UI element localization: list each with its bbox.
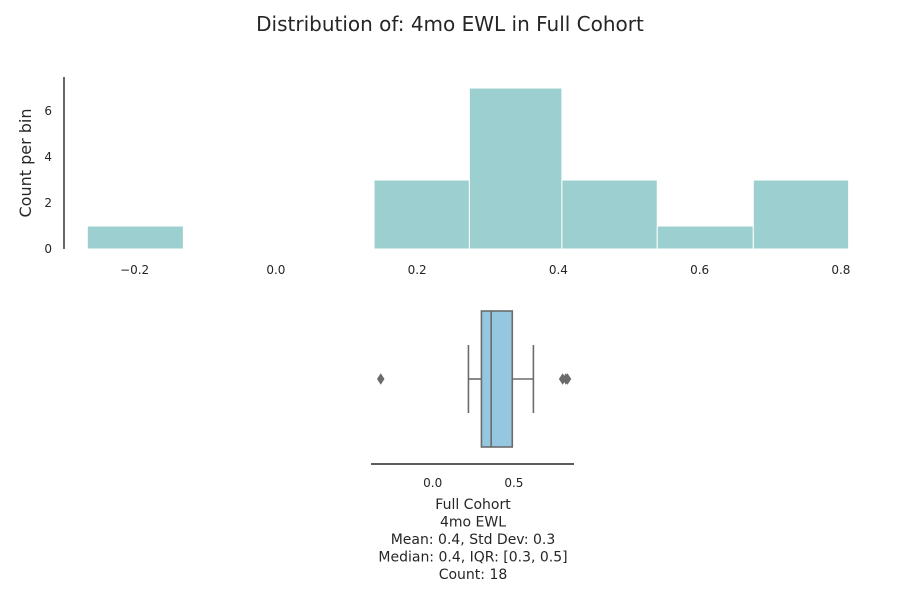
histogram-bar-7 bbox=[752, 179, 850, 250]
histogram-bar-0 bbox=[86, 225, 184, 250]
hist-x-tick-label: 0.2 bbox=[408, 263, 427, 277]
hist-y-tick-label: 4 bbox=[44, 150, 52, 164]
box-x-tick-label: 0.0 bbox=[423, 476, 442, 490]
hist-y-axis-label: Count per bin bbox=[16, 108, 35, 217]
hist-y-tick-label: 6 bbox=[44, 104, 52, 118]
histogram-bar-3 bbox=[373, 179, 470, 250]
histogram: 0 2 4 6 −0.2 0.0 0.2 0.4 0.6 0.8 Count per bin bbox=[16, 77, 850, 277]
box-outlier-marker bbox=[563, 373, 572, 385]
histogram-bar-6 bbox=[656, 225, 754, 250]
box-caption-line: Full Cohort bbox=[435, 497, 511, 513]
box-x-tick-label: 0.5 bbox=[504, 476, 523, 490]
histogram-bar-4 bbox=[468, 87, 563, 250]
histogram-bar-5 bbox=[561, 179, 658, 250]
box-outlier-marker bbox=[376, 373, 385, 385]
hist-x-tick-label: −0.2 bbox=[120, 263, 149, 277]
hist-x-tick-label: 0.8 bbox=[831, 263, 850, 277]
hist-y-tick-label: 0 bbox=[44, 242, 52, 256]
hist-x-tick-label: 0.0 bbox=[266, 263, 285, 277]
box-iqr bbox=[480, 310, 514, 448]
box-caption-line: Count: 18 bbox=[439, 567, 508, 583]
box-caption-line: Median: 0.4, IQR: [0.3, 0.5] bbox=[378, 550, 567, 566]
hist-x-tick-label: 0.4 bbox=[549, 263, 568, 277]
hist-y-tick-label: 2 bbox=[44, 196, 52, 210]
chart-title: Distribution of: 4mo EWL in Full Cohort bbox=[256, 12, 644, 36]
box-caption-line: 4mo EWL bbox=[440, 515, 506, 531]
hist-x-tick-label: 0.6 bbox=[690, 263, 709, 277]
box-caption-line: Mean: 0.4, Std Dev: 0.3 bbox=[391, 532, 556, 548]
